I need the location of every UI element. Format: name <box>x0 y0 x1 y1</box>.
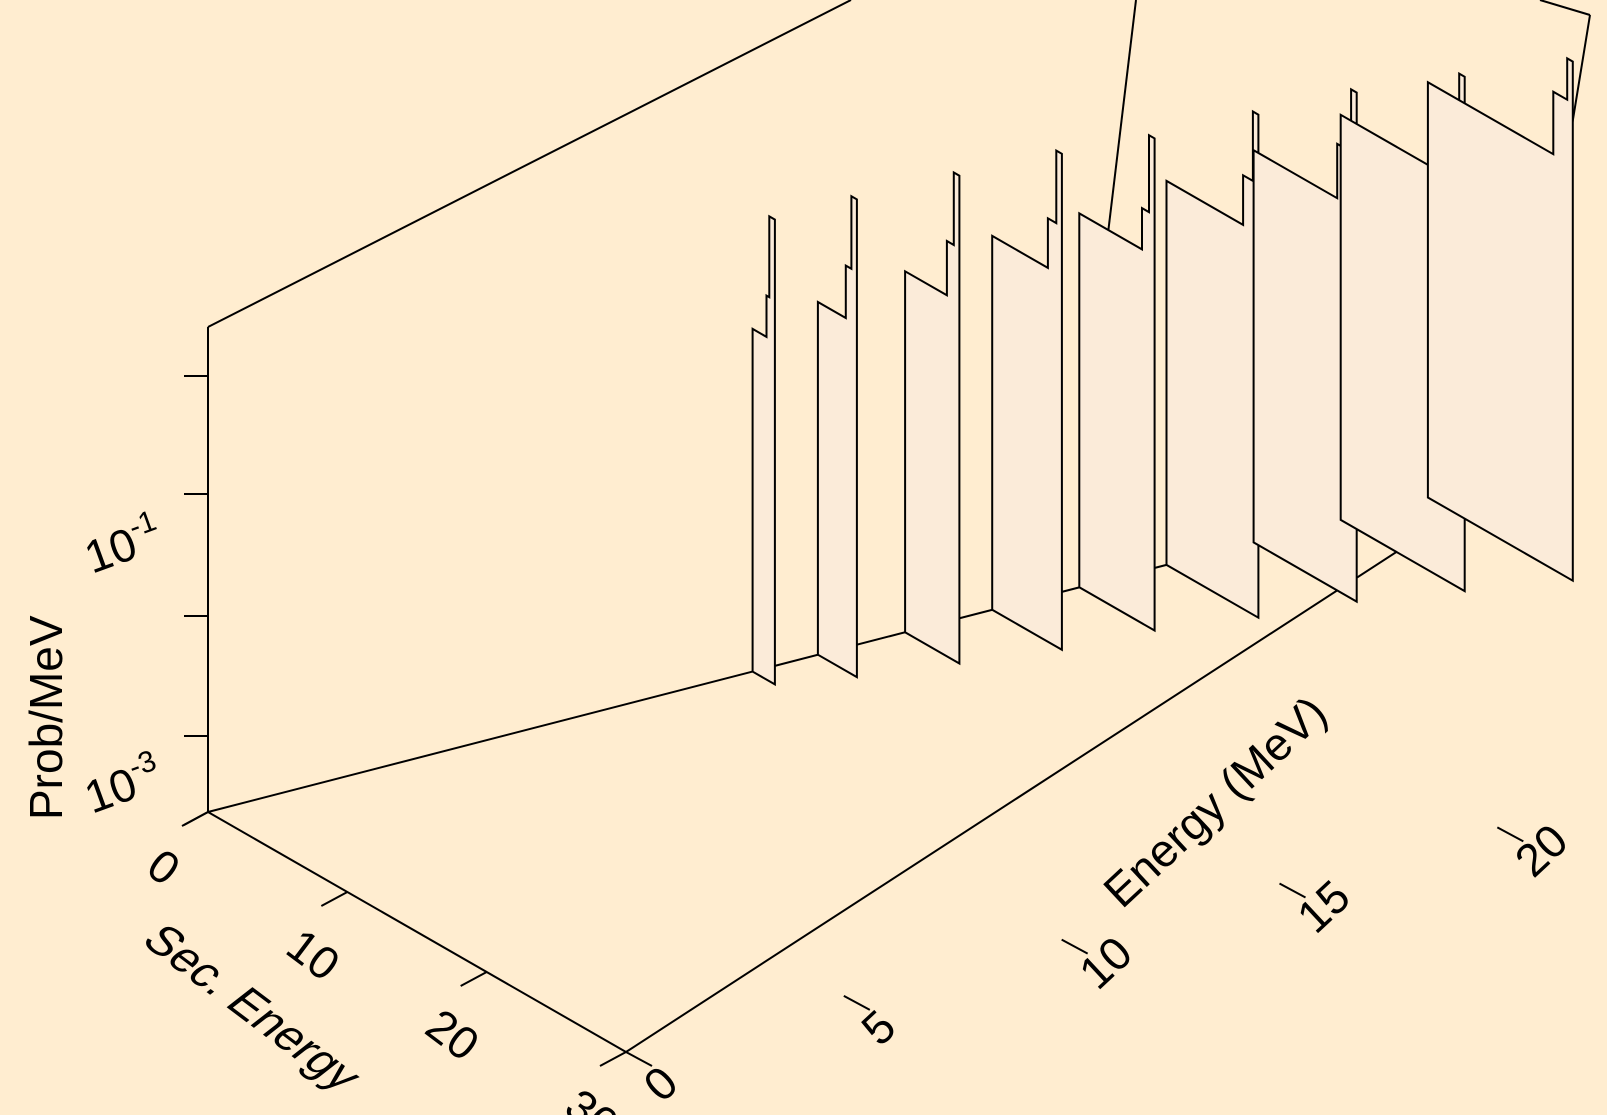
prob-tick-label-1e-3: 10-3 <box>76 744 168 823</box>
histogram-slice <box>1078 133 1156 633</box>
sec-energy-tick <box>599 1051 627 1067</box>
front-energy-axis-line <box>625 474 1516 1053</box>
energy-tick <box>843 994 871 1011</box>
histogram-slice <box>816 194 858 679</box>
energy-tick-label: 20 <box>1505 814 1578 887</box>
sec-energy-tick-label: 20 <box>417 998 489 1070</box>
prob-axis-ticks <box>183 375 209 826</box>
energy-tick <box>625 1051 653 1067</box>
sec-energy-axis-line <box>207 811 627 1053</box>
sec-energy-tick <box>460 971 488 987</box>
energy-tick-label: 0 <box>633 1056 687 1111</box>
back-top-edge <box>207 0 852 328</box>
energy-tick-label: 10 <box>1069 926 1142 999</box>
sec-energy-tick <box>320 891 348 907</box>
prob-tick-labels: 10-1 10-3 <box>76 504 168 823</box>
energy-tick <box>1279 882 1306 899</box>
histogram-slice <box>751 214 776 687</box>
prob-tick-label-1e-1: 10-1 <box>76 504 168 583</box>
sec-energy-tick-label: 10 <box>277 918 349 990</box>
histogram-slice <box>991 148 1063 652</box>
histogram-slice <box>1426 56 1574 583</box>
energy-tick <box>1061 938 1089 955</box>
prob-axis-label: Prob/MeV <box>20 615 72 820</box>
sec-energy-tick-label: 30 <box>556 1078 628 1115</box>
sec-energy-tick <box>181 811 209 827</box>
energy-tick <box>1496 826 1524 843</box>
energy-axis-ticks: 051015202530 <box>625 814 1578 1111</box>
energy-axis-label: Energy (MeV) <box>1093 686 1336 918</box>
energy-tick-label: 15 <box>1287 870 1360 943</box>
histogram-slices <box>751 56 1574 687</box>
back-wall-top-right <box>1539 0 1591 16</box>
energy-tick-label: 5 <box>851 1000 905 1055</box>
histogram-slice <box>904 170 961 666</box>
histogram-slice <box>1165 109 1260 620</box>
sec-energy-tick-label: 0 <box>138 838 190 895</box>
